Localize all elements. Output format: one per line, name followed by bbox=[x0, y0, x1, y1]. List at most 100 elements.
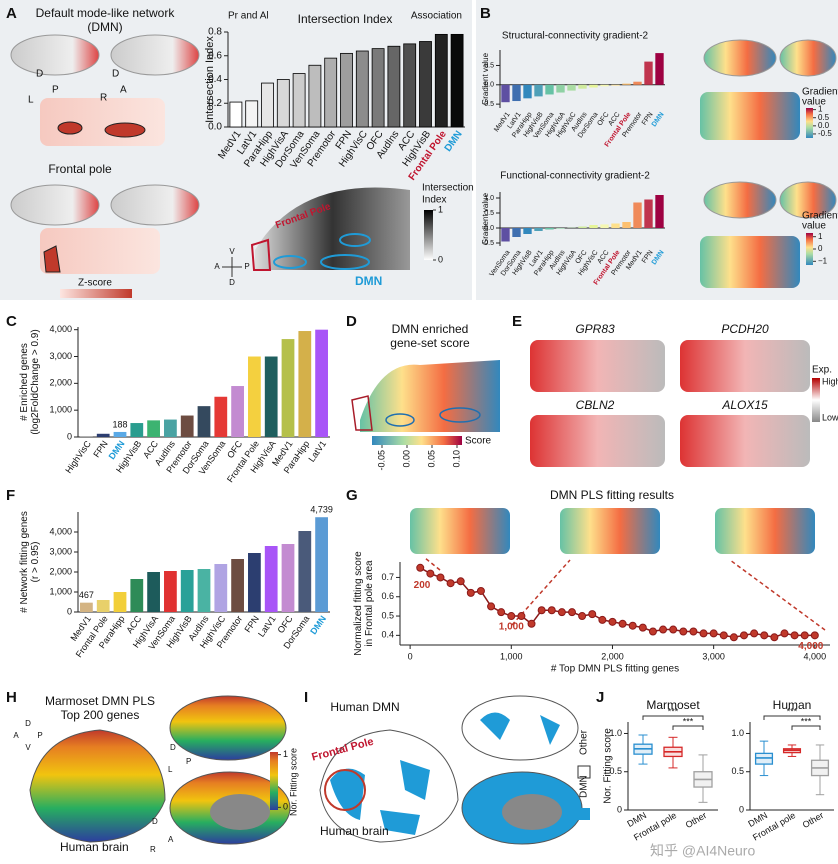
x-tick-label: 4,000 bbox=[804, 651, 827, 661]
bar bbox=[245, 100, 259, 128]
y-tick-label: 0.0 bbox=[484, 82, 494, 89]
roi bbox=[324, 769, 366, 811]
point-label: 1,000 bbox=[499, 622, 524, 633]
caption: Human brain bbox=[320, 824, 389, 838]
flatmap bbox=[715, 508, 815, 554]
bar bbox=[501, 228, 510, 242]
y-tick-label: 0 bbox=[67, 431, 72, 441]
bar bbox=[315, 517, 328, 612]
bar bbox=[281, 544, 295, 612]
flatmap bbox=[530, 415, 665, 467]
bar bbox=[600, 84, 609, 87]
y-axis-label: Gradient value bbox=[481, 52, 490, 105]
bar bbox=[434, 33, 448, 128]
bar bbox=[578, 226, 587, 228]
colorbar-tick-label: 0 bbox=[283, 802, 288, 812]
y-axis-label: (r > 0.95) bbox=[30, 542, 41, 583]
y-tick-label: 0.5 bbox=[484, 62, 494, 69]
brain bbox=[703, 39, 777, 77]
bar bbox=[589, 84, 598, 88]
point bbox=[770, 633, 779, 642]
bar bbox=[197, 569, 211, 612]
bar bbox=[655, 53, 664, 85]
y-tick-label: -0.5 bbox=[482, 240, 494, 247]
gene-label: GPR83 bbox=[575, 322, 615, 336]
panel-label: D bbox=[346, 313, 357, 330]
bar bbox=[633, 81, 642, 85]
bar bbox=[80, 602, 93, 612]
caption: Human brain bbox=[60, 840, 129, 854]
orient-label: A bbox=[168, 835, 174, 844]
panel-title: Default mode-like network bbox=[36, 6, 176, 20]
legend-swatch bbox=[577, 765, 591, 779]
colorbar-tick-label: 1 bbox=[438, 204, 443, 214]
point bbox=[618, 619, 627, 628]
y-tick-label: 0.6 bbox=[381, 591, 394, 601]
y-tick-label: 0.5 bbox=[731, 766, 744, 776]
brain bbox=[10, 184, 100, 226]
y-tick-label: 4,000 bbox=[49, 526, 72, 536]
annotation: *** bbox=[683, 716, 694, 726]
bar bbox=[403, 43, 417, 128]
colorbar-title: Intersection bbox=[422, 183, 474, 194]
y-tick-label: 3,000 bbox=[49, 546, 72, 556]
point bbox=[456, 577, 465, 586]
bar bbox=[523, 228, 532, 234]
bar bbox=[164, 571, 177, 612]
flatmap bbox=[40, 228, 160, 274]
bar bbox=[315, 329, 328, 437]
value-label: 467 bbox=[79, 590, 94, 600]
bar bbox=[355, 50, 369, 128]
y-tick-label: 0.0 bbox=[208, 122, 222, 133]
x-tick-label: 2,000 bbox=[601, 651, 624, 661]
medial-wall bbox=[502, 794, 562, 830]
point-label: 200 bbox=[414, 580, 431, 591]
bar bbox=[276, 79, 290, 128]
bar bbox=[545, 84, 554, 95]
y-tick-label: 4,000 bbox=[49, 324, 72, 334]
roi bbox=[104, 122, 146, 138]
point bbox=[760, 631, 769, 640]
medial-wall bbox=[210, 794, 270, 830]
flatmap bbox=[680, 415, 810, 467]
bar bbox=[371, 48, 385, 128]
orient-label: P bbox=[244, 262, 249, 271]
bar bbox=[578, 84, 587, 89]
panel-title: (DMN) bbox=[87, 20, 122, 34]
point bbox=[648, 627, 657, 636]
colorbar-tick-label: -0.05 bbox=[376, 450, 386, 471]
brain bbox=[110, 184, 200, 226]
colorbar bbox=[806, 233, 813, 265]
y-tick-label: 0.5 bbox=[484, 210, 494, 217]
y-tick-label: 0.0 bbox=[484, 225, 494, 232]
point bbox=[578, 612, 587, 621]
point bbox=[740, 631, 748, 640]
colorbar-title: value bbox=[802, 97, 826, 108]
panel-title: Marmoset DMN PLS bbox=[45, 694, 155, 708]
y-axis-label: (log2FoldChange > 0.9) bbox=[30, 329, 41, 434]
colorbar-label: High bbox=[822, 376, 838, 386]
colorbar-title: Index bbox=[422, 195, 446, 206]
y-tick-label: 1,000 bbox=[49, 405, 72, 415]
bar bbox=[450, 33, 464, 128]
colorbar-title: Score bbox=[465, 436, 492, 447]
flatmap bbox=[700, 236, 800, 288]
colorbar-title: Exp. bbox=[812, 365, 832, 376]
value-label: 4,739 bbox=[310, 505, 333, 515]
orient-label: D bbox=[25, 719, 31, 728]
y-tick-label: 0.7 bbox=[381, 572, 394, 582]
orient-label: L bbox=[168, 765, 173, 774]
flatmap bbox=[680, 340, 810, 392]
orient-label: D bbox=[152, 817, 158, 826]
y-tick-label: 1,000 bbox=[49, 586, 72, 596]
orient-label: P bbox=[186, 757, 191, 766]
bar bbox=[231, 386, 244, 437]
chart-title: DMN PLS fitting results bbox=[550, 488, 674, 502]
point bbox=[537, 606, 546, 615]
point bbox=[719, 631, 728, 640]
colorbar bbox=[270, 752, 278, 810]
bar bbox=[231, 559, 244, 612]
colorbar-tick-label: 0.05 bbox=[426, 450, 436, 468]
bar bbox=[229, 101, 243, 128]
panel-label: I bbox=[304, 689, 308, 706]
